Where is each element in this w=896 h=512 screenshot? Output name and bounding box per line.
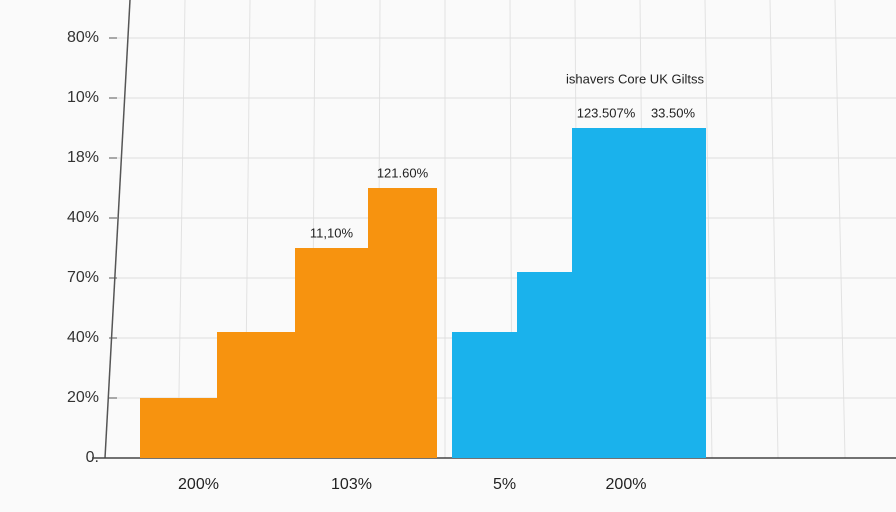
bar — [452, 332, 517, 458]
y-tick-label: 40% — [67, 209, 99, 226]
bar — [368, 188, 437, 458]
annotation: ishavers Core UK Giltss — [566, 71, 704, 86]
grid-line-v — [834, 0, 846, 459]
x-tick-label: 200% — [178, 476, 219, 493]
y-tick-label: 18% — [67, 149, 99, 166]
bar — [295, 248, 368, 458]
x-tick-label: 200% — [606, 476, 647, 493]
vertical-grid — [177, 0, 846, 459]
y-tick-label: 80% — [67, 29, 99, 46]
y-tick-label: 20% — [67, 389, 99, 406]
bar — [217, 332, 295, 458]
bar — [640, 128, 706, 458]
bar — [140, 398, 217, 458]
grid-line-v — [769, 0, 779, 459]
y-tick-label: 70% — [67, 269, 99, 286]
data-label: 11,10% — [310, 225, 354, 240]
y-tick-label: 10% — [67, 89, 99, 106]
grid-line-v — [704, 0, 713, 459]
data-label: 121.60% — [377, 165, 429, 180]
data-label: 33.50% — [651, 105, 696, 120]
x-tick-label: 5% — [493, 476, 516, 493]
y-tick-label: 40% — [67, 329, 99, 346]
grid-line-v — [177, 0, 186, 459]
y-axis — [104, 0, 131, 459]
x-tick-label: 103% — [331, 476, 372, 493]
bar — [517, 272, 572, 458]
data-label: 123.507% — [577, 105, 636, 120]
bar — [572, 128, 640, 458]
